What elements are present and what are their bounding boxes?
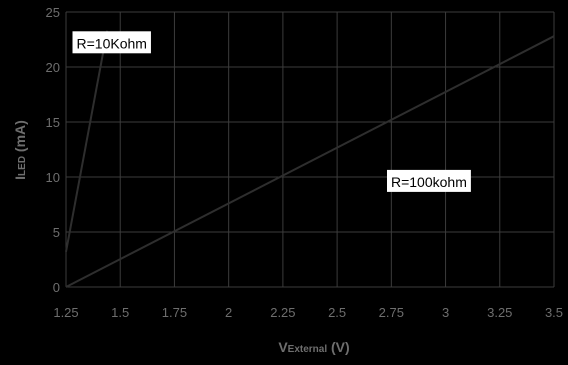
- y-tick-label: 20: [46, 60, 60, 75]
- annotation-box: [386, 169, 471, 192]
- y-tick-labels: 0 5 10 15 20 25: [46, 5, 60, 295]
- y-tick-label: 5: [53, 225, 60, 240]
- x-tick-label: 2.75: [379, 305, 404, 320]
- x-tick-label: 1.5: [111, 305, 129, 320]
- y-axis-title: ILED (mA): [12, 120, 28, 180]
- y-tick-label: 25: [46, 5, 60, 20]
- x-tick-label: 3: [442, 305, 449, 320]
- y-tick-label: 15: [46, 115, 60, 130]
- grid-lines: [65, 11, 555, 288]
- x-tick-label: 3.5: [545, 305, 563, 320]
- annotation-label: R=10Kohm: [77, 35, 147, 51]
- x-tick-label: 1.75: [162, 305, 187, 320]
- x-tick-label: 2.5: [328, 305, 346, 320]
- plot-area: [66, 12, 554, 287]
- annotation-1: R=10Kohm: [72, 31, 151, 54]
- x-tick-label: 3.25: [487, 305, 512, 320]
- y-tick-label: 10: [46, 170, 60, 185]
- annotation-label: R=100kohm: [391, 174, 467, 190]
- x-tick-label: 2.25: [270, 305, 295, 320]
- x-axis-title: VExternal (V): [278, 339, 349, 355]
- series-line-2: [65, 35, 555, 288]
- annotation-2: R=100kohm: [386, 169, 471, 192]
- series-lines: [65, 30, 555, 288]
- x-tick-label: 1.25: [53, 305, 78, 320]
- annotations: R=10Kohm R=100kohm: [72, 31, 471, 192]
- x-tick-labels: 1.25 1.5 1.75 2 2.25 2.5 2.75 3 3.25 3.5: [53, 305, 563, 320]
- y-tick-label: 0: [53, 280, 60, 295]
- series-line-1: [65, 30, 109, 252]
- annotation-box: [72, 31, 151, 54]
- x-tick-label: 2: [225, 305, 232, 320]
